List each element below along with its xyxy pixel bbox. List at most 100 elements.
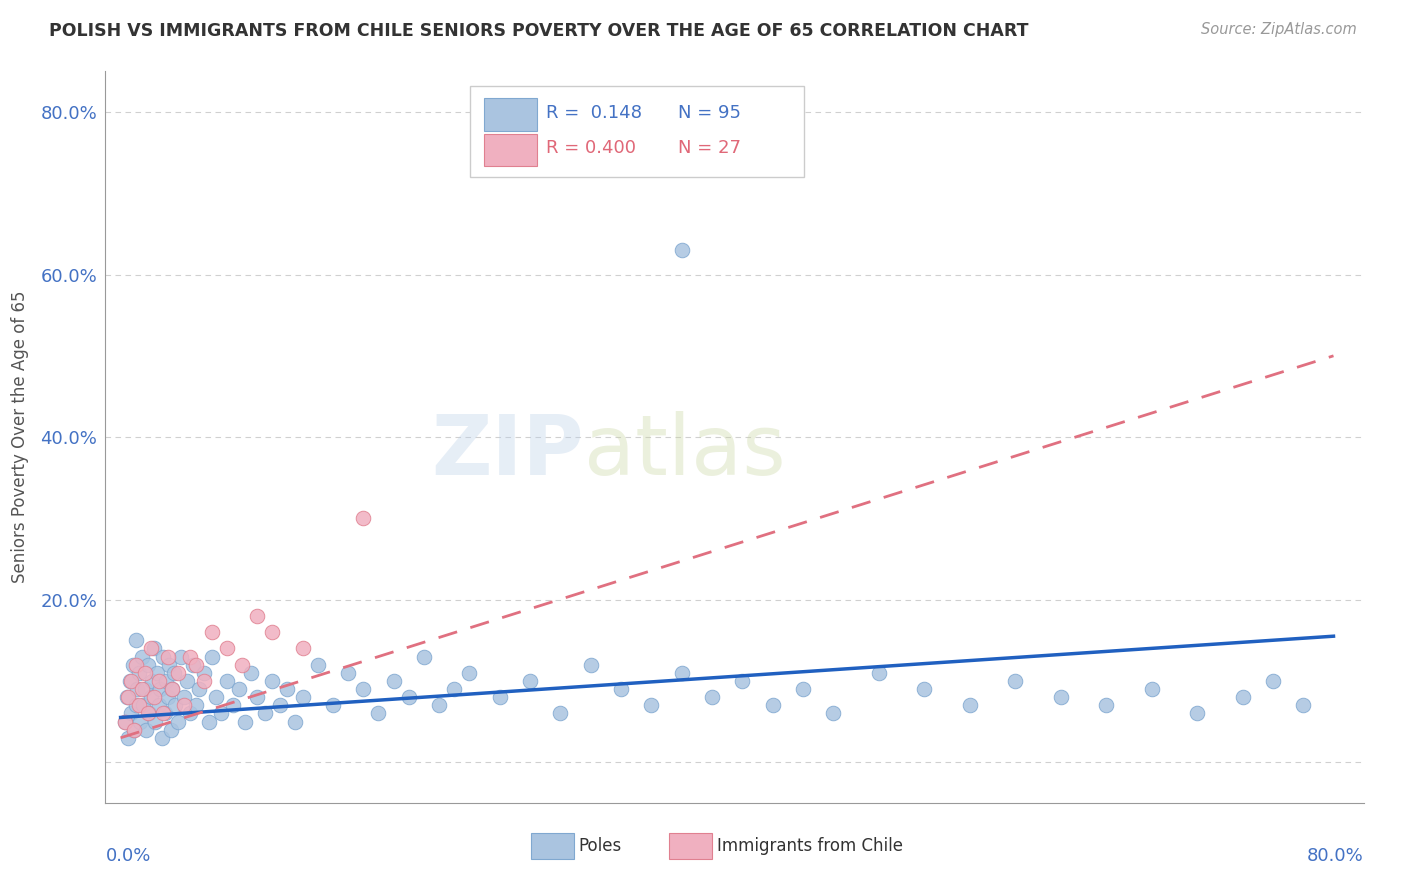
Point xyxy=(205,690,228,705)
Point xyxy=(215,641,238,656)
Point xyxy=(1232,690,1254,705)
Point xyxy=(173,698,195,713)
Point xyxy=(640,698,662,713)
Point xyxy=(159,723,181,737)
Point xyxy=(136,706,159,721)
Point xyxy=(160,681,183,696)
Point xyxy=(167,714,190,729)
Point xyxy=(149,681,172,696)
Point xyxy=(115,690,138,705)
Point xyxy=(138,706,160,721)
Point xyxy=(143,690,166,705)
Point xyxy=(150,731,173,745)
Point xyxy=(823,706,845,721)
Point xyxy=(246,690,269,705)
Text: R =  0.148: R = 0.148 xyxy=(546,104,643,122)
Text: N = 95: N = 95 xyxy=(678,104,741,122)
Point xyxy=(352,511,374,525)
Text: ZIP: ZIP xyxy=(432,411,583,492)
Point xyxy=(579,657,602,672)
Point xyxy=(176,673,198,688)
Point xyxy=(193,673,215,688)
Point xyxy=(262,625,284,640)
Point xyxy=(143,641,166,656)
Point xyxy=(427,698,450,713)
Point xyxy=(186,698,208,713)
Point xyxy=(122,723,145,737)
Point xyxy=(458,665,481,680)
Point xyxy=(139,690,162,705)
FancyBboxPatch shape xyxy=(484,98,537,130)
Text: Immigrants from Chile: Immigrants from Chile xyxy=(717,837,903,855)
Point xyxy=(128,698,150,713)
Point xyxy=(1049,690,1071,705)
Point xyxy=(152,706,174,721)
Point xyxy=(186,657,208,672)
Point xyxy=(1261,673,1284,688)
Point xyxy=(197,714,219,729)
Point xyxy=(193,665,215,680)
Point xyxy=(129,714,152,729)
Point xyxy=(548,706,571,721)
Point xyxy=(412,649,434,664)
Point xyxy=(131,649,153,664)
Point xyxy=(233,714,256,729)
Point xyxy=(246,608,269,623)
Point xyxy=(761,698,783,713)
Point xyxy=(519,673,541,688)
Point xyxy=(1185,706,1208,721)
Point xyxy=(1140,681,1163,696)
Point xyxy=(153,706,176,721)
Point xyxy=(382,673,405,688)
Point xyxy=(173,690,195,705)
Point xyxy=(200,649,222,664)
Text: atlas: atlas xyxy=(583,411,786,492)
Point xyxy=(398,690,420,705)
Point xyxy=(291,690,314,705)
Point xyxy=(156,690,179,705)
Point xyxy=(114,714,136,729)
Point xyxy=(1292,698,1315,713)
Point xyxy=(215,673,238,688)
Point xyxy=(152,649,174,664)
Point xyxy=(231,657,253,672)
Point xyxy=(117,731,139,745)
Point xyxy=(125,657,148,672)
FancyBboxPatch shape xyxy=(471,86,804,178)
Point xyxy=(125,633,148,648)
Text: R = 0.400: R = 0.400 xyxy=(546,139,636,157)
Point xyxy=(156,649,179,664)
Point xyxy=(959,698,981,713)
Point xyxy=(179,706,201,721)
Point xyxy=(128,665,150,680)
Point xyxy=(134,681,156,696)
Point xyxy=(134,665,156,680)
Point xyxy=(222,698,245,713)
Point xyxy=(269,698,291,713)
Point xyxy=(610,681,633,696)
Point xyxy=(131,681,153,696)
Point xyxy=(135,723,157,737)
Point xyxy=(912,681,935,696)
Point xyxy=(284,714,307,729)
Point xyxy=(443,681,465,696)
Point xyxy=(731,673,754,688)
Point xyxy=(228,681,250,696)
Point xyxy=(1004,673,1026,688)
Point xyxy=(868,665,890,680)
Point xyxy=(167,665,190,680)
Point xyxy=(120,706,142,721)
Point xyxy=(148,698,170,713)
Text: 80.0%: 80.0% xyxy=(1308,847,1364,864)
Text: N = 27: N = 27 xyxy=(678,139,741,157)
Point xyxy=(136,657,159,672)
Point xyxy=(671,665,693,680)
Point xyxy=(671,243,693,257)
Point xyxy=(792,681,814,696)
Point xyxy=(179,649,201,664)
Text: 0.0%: 0.0% xyxy=(105,847,150,864)
Point xyxy=(114,714,136,729)
Text: Poles: Poles xyxy=(579,837,621,855)
Point xyxy=(700,690,723,705)
Point xyxy=(183,657,205,672)
